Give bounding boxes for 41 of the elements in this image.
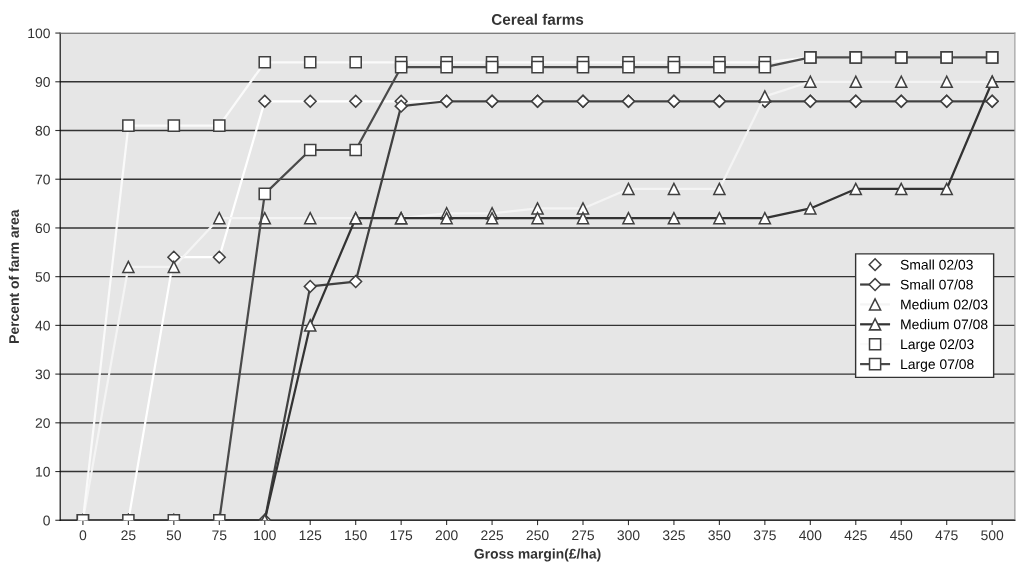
x-tick-label: 325 bbox=[662, 530, 685, 541]
legend-label: Medium 02/03 bbox=[901, 299, 988, 310]
x-tick-label: 175 bbox=[390, 530, 413, 541]
x-tick-label: 300 bbox=[617, 530, 640, 541]
x-tick-label: 100 bbox=[254, 530, 276, 541]
x-tick-label: 500 bbox=[981, 530, 1004, 541]
y-tick-label: 0 bbox=[43, 515, 50, 526]
legend-label: Large 07/08 bbox=[901, 358, 974, 372]
y-tick-label: 100 bbox=[28, 28, 50, 39]
x-tick-label: 450 bbox=[889, 530, 913, 541]
x-tick-label: 200 bbox=[435, 530, 458, 541]
x-tick-label: 225 bbox=[481, 530, 504, 541]
y-tick-label: 40 bbox=[35, 320, 50, 331]
x-axis-title: Gross margin(£/ha) bbox=[474, 548, 601, 562]
x-tick-label: 50 bbox=[166, 530, 182, 541]
x-tick-label: 25 bbox=[121, 530, 136, 541]
y-tick-label: 30 bbox=[35, 369, 50, 380]
x-tick-label: 275 bbox=[572, 530, 595, 541]
y-tick-label: 90 bbox=[35, 77, 50, 87]
y-tick-label: 60 bbox=[35, 223, 50, 234]
x-tick-label: 125 bbox=[299, 530, 322, 541]
x-tick-label: 350 bbox=[708, 530, 731, 541]
x-tick-label: 400 bbox=[799, 530, 822, 541]
x-tick-label: 375 bbox=[753, 530, 776, 541]
x-tick-label: 150 bbox=[345, 530, 367, 541]
y-tick-label: 10 bbox=[36, 466, 50, 477]
y-tick-label: 80 bbox=[35, 125, 50, 136]
y-tick-label: 50 bbox=[35, 271, 50, 282]
legend-label: Large 02/03 bbox=[901, 339, 974, 352]
x-tick-label: 75 bbox=[212, 530, 227, 541]
y-tick-label: 20 bbox=[35, 418, 50, 428]
legend-label: Medium 07/08 bbox=[901, 319, 988, 330]
x-tick-label: 250 bbox=[526, 530, 549, 541]
x-tick-label: 0 bbox=[79, 530, 87, 541]
x-tick-label: 475 bbox=[935, 530, 958, 541]
chart-title: Cereal farms bbox=[491, 13, 584, 25]
x-tick-label: 425 bbox=[844, 530, 867, 541]
y-tick-label: 70 bbox=[35, 174, 50, 185]
legend-label: Small 02/03 bbox=[900, 259, 973, 270]
y-axis-title: Percent of farm area bbox=[8, 209, 19, 343]
legend-label: Small 07/08 bbox=[900, 279, 973, 290]
